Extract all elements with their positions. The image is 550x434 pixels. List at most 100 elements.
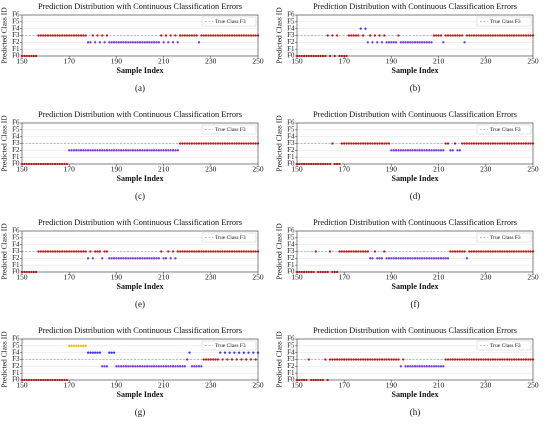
point <box>484 250 487 253</box>
point <box>494 250 497 253</box>
point <box>101 149 104 152</box>
point <box>63 250 66 253</box>
point <box>383 250 386 253</box>
point <box>359 358 362 361</box>
point <box>347 142 351 145</box>
point <box>164 365 168 368</box>
y-tick-label: F4 <box>12 24 20 32</box>
point <box>70 250 73 253</box>
point <box>413 365 417 368</box>
point <box>527 142 530 145</box>
point <box>56 34 59 37</box>
point <box>141 257 144 260</box>
point <box>79 149 83 152</box>
point <box>468 34 471 37</box>
point <box>214 142 217 145</box>
point <box>418 149 421 152</box>
point <box>397 257 400 260</box>
point <box>392 257 395 260</box>
point <box>233 250 236 253</box>
point <box>195 365 198 368</box>
point <box>143 257 146 260</box>
point <box>44 250 47 253</box>
point <box>103 365 106 368</box>
point <box>162 365 165 368</box>
point <box>112 351 116 354</box>
point <box>131 257 135 260</box>
point <box>240 34 243 37</box>
point <box>141 41 144 44</box>
point <box>237 250 241 253</box>
point <box>129 257 132 260</box>
point <box>461 250 464 253</box>
point <box>174 365 177 368</box>
point <box>150 41 153 44</box>
point <box>162 257 165 260</box>
point <box>148 257 151 260</box>
legend-box <box>476 124 532 135</box>
point <box>418 257 421 260</box>
x-tick-label: 150 <box>16 57 28 66</box>
point <box>446 358 450 361</box>
point <box>221 250 224 253</box>
point <box>108 41 111 44</box>
point <box>240 358 243 361</box>
caption: (f) <box>411 299 420 309</box>
legend-box <box>201 340 257 351</box>
y-tick-label: F2 <box>12 38 20 46</box>
point <box>101 365 104 368</box>
point <box>515 358 518 361</box>
point <box>86 41 90 44</box>
point <box>411 149 414 152</box>
point <box>361 250 365 253</box>
point <box>364 250 367 253</box>
point <box>110 351 113 354</box>
point <box>110 257 113 260</box>
point <box>491 34 495 37</box>
point <box>416 257 419 260</box>
point <box>352 34 355 37</box>
point <box>124 149 127 152</box>
point <box>82 344 85 347</box>
point <box>252 250 255 253</box>
point <box>510 34 513 37</box>
point <box>84 250 87 253</box>
point <box>505 358 509 361</box>
point <box>385 142 388 145</box>
point <box>394 41 398 44</box>
y-tick-label: F6 <box>12 119 20 127</box>
point <box>223 351 227 354</box>
y-tick-label: F2 <box>12 362 20 370</box>
point <box>425 41 428 44</box>
chart-title: Prediction Distribution with Continuous … <box>313 326 517 335</box>
y-tick-label: F2 <box>12 254 20 262</box>
point <box>119 41 123 44</box>
point <box>209 142 212 145</box>
point <box>200 365 203 368</box>
point <box>390 257 393 260</box>
point <box>153 365 156 368</box>
point <box>347 250 351 253</box>
point <box>331 34 334 37</box>
point <box>79 34 83 37</box>
y-tick-label: F2 <box>287 362 295 370</box>
point <box>418 41 421 44</box>
x-tick-label: 150 <box>16 273 28 282</box>
point <box>228 142 231 145</box>
point <box>183 250 186 253</box>
point <box>176 149 179 152</box>
point <box>245 358 248 361</box>
point <box>453 142 457 145</box>
legend-box <box>201 16 257 27</box>
point <box>432 149 436 152</box>
point <box>376 41 379 44</box>
point <box>167 41 170 44</box>
point <box>383 358 386 361</box>
point <box>164 257 168 260</box>
x-tick-label: 250 <box>252 273 264 282</box>
point <box>141 365 144 368</box>
point <box>472 34 476 37</box>
point <box>463 250 466 253</box>
x-tick-label: 210 <box>158 57 170 66</box>
point <box>82 149 85 152</box>
